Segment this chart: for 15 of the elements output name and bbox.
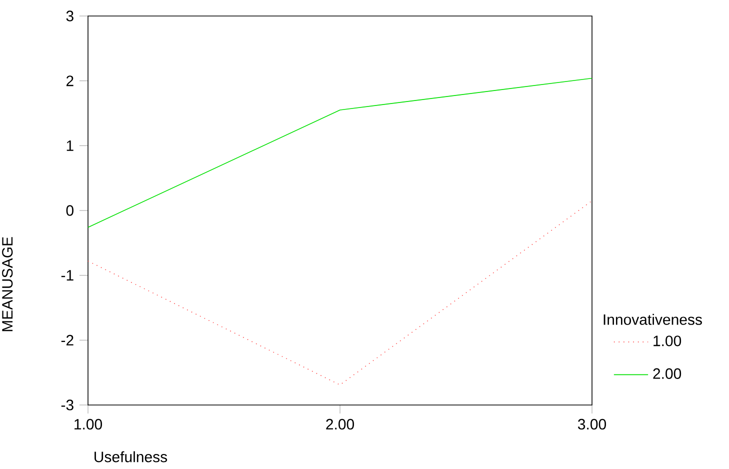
x-tick-label: 1.00 (74, 418, 102, 430)
y-tick-label: -2 (61, 334, 74, 346)
legend-title: Innovativeness (604, 314, 702, 325)
y-tick-label: -1 (61, 270, 74, 280)
y-tick-label: 0 (66, 205, 74, 216)
y-tick-label: -3 (61, 400, 74, 410)
x-tick-label: 2.00 (326, 418, 354, 430)
x-axis-title: Usefulness (94, 451, 168, 462)
x-tick-label: 3.00 (578, 418, 606, 430)
y-tick-label: 1 (66, 140, 74, 151)
y-tick-label: 3 (66, 10, 74, 22)
y-axis-title: MEANUSAGE (2, 237, 13, 332)
y-tick-label: 2 (66, 76, 74, 86)
legend-label: 2.00 (653, 368, 682, 379)
legend-label: 1.00 (654, 336, 682, 346)
